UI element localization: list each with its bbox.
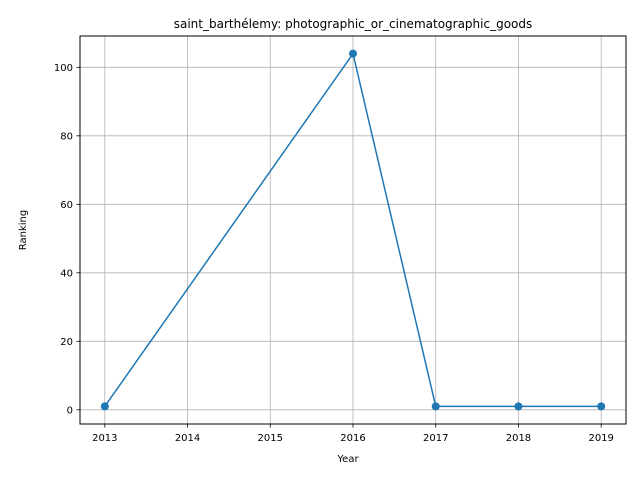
- x-tick-label: 2019: [588, 433, 613, 444]
- y-tick-label: 100: [54, 63, 73, 74]
- y-tick-label: 80: [60, 131, 73, 142]
- data-point: [100, 402, 109, 411]
- y-tick-label: 40: [60, 268, 73, 279]
- data-point: [597, 402, 606, 411]
- data-point: [349, 49, 357, 58]
- y-tick-label: 0: [67, 405, 73, 416]
- x-tick-label: 2018: [506, 433, 531, 444]
- y-tick-label: 60: [60, 200, 73, 211]
- x-tick-label: 2014: [175, 433, 200, 444]
- data-point: [514, 402, 523, 411]
- data-point: [431, 402, 440, 411]
- y-tick-label: 20: [60, 337, 73, 348]
- series-layer: [100, 49, 606, 411]
- axis-ticks: 2013 2014 2015 2016 2017 2018 2019 0 20 40 60 80 100: [54, 63, 614, 444]
- y-axis-label: Ranking: [18, 210, 29, 250]
- grid-lines: [80, 36, 626, 424]
- x-tick-label: 2017: [423, 433, 448, 444]
- x-axis-label: Year: [336, 454, 359, 465]
- x-tick-label: 2016: [340, 433, 365, 444]
- x-tick-label: 2013: [92, 433, 117, 444]
- chart-title: saint_barthélemy: photographic_or_cinema…: [174, 17, 533, 31]
- x-tick-label: 2015: [258, 433, 283, 444]
